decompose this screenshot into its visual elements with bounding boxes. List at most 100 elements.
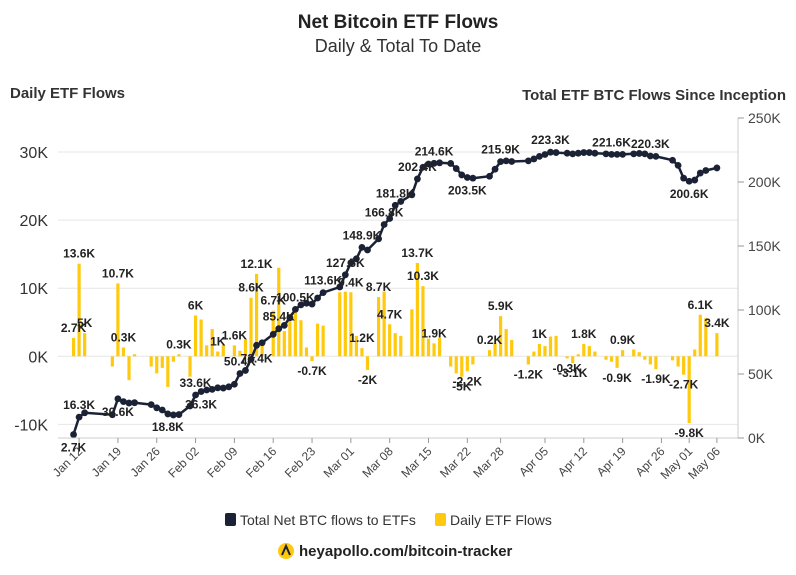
daily-flow-bar	[426, 338, 431, 357]
daily-flow-bar	[493, 342, 497, 357]
total-flow-point	[486, 172, 493, 180]
y-right-tick-label: 200K	[748, 174, 781, 190]
y-right-tick-label: 150K	[748, 238, 781, 254]
daily-flow-bar	[465, 356, 469, 372]
daily-flow-label: 5K	[77, 316, 93, 330]
daily-flow-bar	[199, 319, 203, 357]
daily-flow-bar	[637, 352, 641, 357]
daily-flow-bar	[127, 356, 131, 381]
daily-flow-bar	[121, 347, 126, 357]
daily-flow-bar	[576, 354, 580, 357]
total-flow-point	[602, 150, 610, 158]
total-flow-label: 148.9K	[343, 228, 382, 242]
total-flow-point	[258, 339, 266, 347]
daily-flow-label: 1.8K	[571, 327, 597, 341]
total-flow-point	[713, 164, 721, 172]
source-link[interactable]: heyapollo.com/bitcoin-tracker	[299, 543, 513, 560]
daily-flow-bar	[410, 309, 414, 357]
total-flow-point	[319, 289, 327, 296]
x-tick-label: Mar 22	[437, 444, 474, 481]
daily-flow-bar	[510, 339, 514, 357]
x-tick-label: May 06	[685, 444, 723, 482]
total-flow-point	[574, 149, 582, 157]
x-tick-label: Feb 09	[204, 444, 241, 481]
daily-flow-bar	[670, 356, 675, 361]
daily-flow-bar	[693, 349, 697, 357]
daily-flow-label: 5.9K	[488, 299, 514, 313]
daily-flow-bar	[415, 263, 420, 357]
total-flow-point	[214, 384, 222, 392]
daily-flow-bar	[260, 342, 264, 357]
daily-flow-label: -2.2K	[453, 374, 483, 388]
total-flow-point	[585, 149, 593, 156]
daily-flow-bar	[188, 356, 192, 377]
total-flow-point	[547, 148, 554, 156]
total-flow-point	[380, 221, 388, 228]
x-tick-label: Mar 08	[359, 444, 396, 481]
daily-flow-bar	[537, 344, 542, 357]
total-flow-point	[358, 244, 366, 251]
daily-flow-label: -0.3K	[552, 361, 582, 375]
daily-flow-bar	[554, 335, 558, 357]
x-tick-label: Apr 19	[594, 444, 629, 479]
daily-flow-label: -1.9K	[641, 372, 671, 386]
total-flow-label: 50.4K	[224, 354, 256, 368]
daily-flow-bar	[593, 351, 597, 357]
total-flow-point	[652, 153, 660, 160]
total-flow-point	[397, 198, 405, 205]
daily-flow-bar	[499, 316, 503, 357]
total-flow-point	[70, 431, 77, 438]
total-flow-label: 33.6K	[180, 376, 212, 390]
total-flow-point	[680, 174, 688, 182]
daily-flow-bar	[77, 263, 81, 357]
daily-flow-bar	[210, 329, 214, 357]
total-flow-point	[75, 413, 83, 421]
daily-flow-label: -0.9K	[602, 371, 632, 385]
daily-flow-bar	[399, 335, 403, 357]
daily-flow-label: 2.7K	[61, 321, 87, 335]
daily-flow-bar	[304, 347, 309, 357]
total-flow-point	[508, 158, 516, 165]
total-flow-point	[414, 175, 421, 183]
total-flow-label: 2.7K	[61, 441, 87, 455]
total-flow-label: 215.9K	[481, 143, 520, 157]
total-flow-point	[646, 152, 654, 160]
total-flow-point	[291, 305, 299, 313]
total-flow-label: 30.6K	[102, 405, 134, 419]
total-flow-point	[458, 171, 466, 179]
daily-flow-bars	[71, 263, 719, 424]
daily-flow-label: 3.4K	[704, 316, 730, 330]
y-left-tick-label: 0K	[28, 349, 48, 366]
total-flow-label: 100.5K	[276, 290, 315, 304]
daily-flow-bar	[487, 350, 492, 357]
daily-flow-bar	[171, 356, 175, 362]
total-flow-point	[408, 191, 416, 199]
chart-title: Net Bitcoin ETF Flows	[298, 12, 499, 33]
total-flow-point	[630, 150, 638, 158]
daily-flow-bar	[687, 356, 691, 424]
daily-flow-label: 1.2K	[349, 331, 375, 345]
x-tick-label: Feb 16	[243, 444, 280, 481]
legend-label-daily: Daily ETF Flows	[450, 512, 552, 528]
daily-flow-bar	[615, 356, 619, 368]
total-flow-point	[569, 150, 577, 158]
legend-swatch-daily	[435, 513, 446, 526]
daily-flow-bar	[83, 333, 87, 357]
daily-flow-bar	[548, 336, 553, 357]
daily-flow-label: 4.7K	[377, 307, 403, 321]
legend-swatch-total	[225, 513, 236, 526]
total-flow-point	[353, 255, 360, 263]
daily-flow-bar	[321, 325, 325, 357]
total-flow-label: 202.4K	[398, 160, 437, 174]
daily-flow-bar	[132, 354, 137, 357]
y-right-tick-label: 100K	[748, 302, 781, 318]
daily-flow-bar	[249, 297, 253, 357]
daily-flow-bar	[149, 356, 153, 367]
total-flow-point	[269, 330, 277, 338]
total-flow-point	[81, 409, 89, 417]
source[interactable]: heyapollo.com/bitcoin-tracker	[278, 543, 513, 560]
total-flow-point	[391, 201, 399, 209]
daily-flow-bar	[277, 267, 281, 357]
daily-flow-label: -9.8K	[675, 426, 705, 440]
total-flow-point	[463, 174, 471, 181]
